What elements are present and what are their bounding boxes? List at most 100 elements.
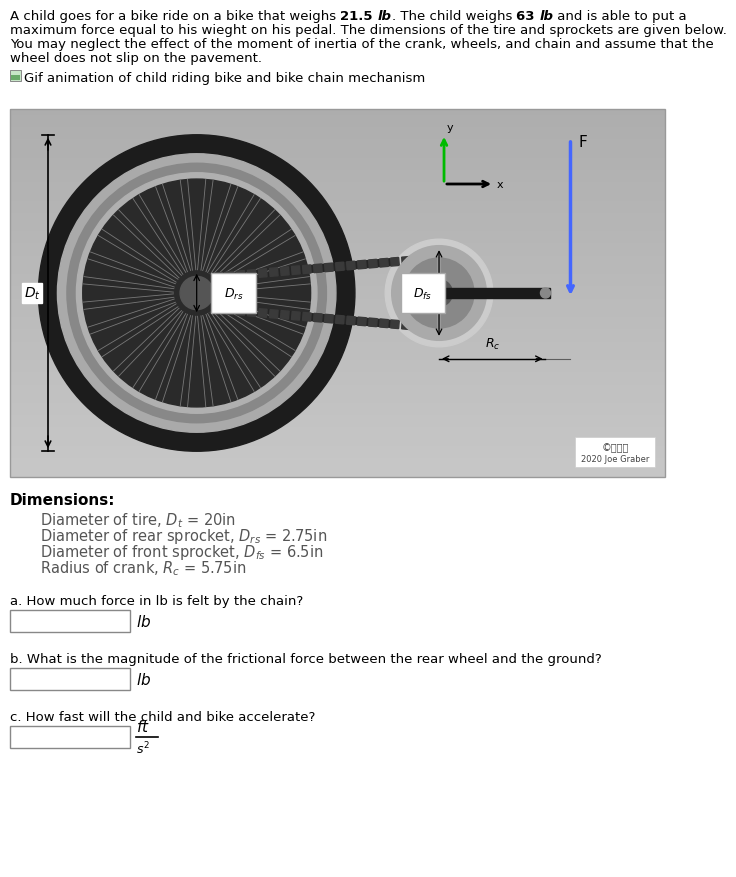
- Bar: [424, 324, 432, 332]
- Bar: [10, 171, 665, 177]
- Bar: [10, 453, 665, 459]
- Bar: [10, 428, 665, 435]
- Text: $s^2$: $s^2$: [136, 740, 149, 757]
- Text: ©ⓒⓢⓐ: ©ⓒⓢⓐ: [601, 443, 629, 453]
- Bar: [391, 258, 400, 267]
- Bar: [10, 225, 665, 232]
- Text: . The child weighs: . The child weighs: [392, 10, 516, 23]
- Bar: [10, 403, 665, 410]
- Text: You may neglect the effect of the moment of inertia of the crank, wheels, and ch: You may neglect the effect of the moment…: [10, 38, 714, 51]
- Circle shape: [38, 136, 355, 452]
- Text: $lb$: $lb$: [136, 671, 151, 688]
- Bar: [10, 422, 665, 429]
- Bar: [10, 134, 665, 140]
- Bar: [10, 268, 665, 275]
- Bar: [325, 315, 333, 324]
- Bar: [10, 317, 665, 324]
- Bar: [10, 110, 665, 477]
- Bar: [347, 262, 355, 270]
- Bar: [10, 465, 665, 471]
- Bar: [10, 196, 665, 202]
- Bar: [10, 128, 665, 134]
- Text: 21.5: 21.5: [340, 10, 378, 23]
- Bar: [10, 71, 21, 82]
- Text: lb: lb: [539, 10, 553, 23]
- Bar: [10, 373, 665, 380]
- Bar: [10, 256, 665, 263]
- Text: $D_t$: $D_t$: [24, 286, 40, 302]
- Circle shape: [385, 240, 493, 347]
- Bar: [10, 159, 665, 165]
- Circle shape: [392, 246, 486, 341]
- Text: x: x: [497, 180, 503, 189]
- Text: A child goes for a bike ride on a bike that weighs: A child goes for a bike ride on a bike t…: [10, 10, 340, 23]
- Text: 63: 63: [516, 10, 539, 23]
- Bar: [10, 336, 665, 343]
- Text: Diameter of tire, $\mathit{D_t}$ = 20in: Diameter of tire, $\mathit{D_t}$ = 20in: [40, 510, 236, 529]
- Text: a. How much force in lb is felt by the chain?: a. How much force in lb is felt by the c…: [10, 595, 303, 607]
- Bar: [258, 269, 267, 278]
- Bar: [10, 238, 665, 245]
- Text: Diameter of front sprocket, $\mathit{D_{fs}}$ = 6.5in: Diameter of front sprocket, $\mathit{D_{…: [40, 542, 324, 561]
- Bar: [225, 307, 234, 315]
- Bar: [192, 275, 201, 283]
- Bar: [10, 232, 665, 239]
- Bar: [10, 330, 665, 337]
- Bar: [369, 318, 378, 327]
- Circle shape: [67, 164, 327, 424]
- Bar: [10, 471, 665, 477]
- Bar: [236, 271, 245, 280]
- Bar: [10, 367, 665, 374]
- Bar: [10, 287, 665, 294]
- Bar: [10, 726, 130, 748]
- Bar: [10, 385, 665, 392]
- Text: Radius of crank, $\mathit{R_c}$ = 5.75in: Radius of crank, $\mathit{R_c}$ = 5.75in: [40, 559, 247, 577]
- Bar: [336, 316, 344, 324]
- Text: F: F: [578, 135, 587, 150]
- Text: Diameter of rear sprocket, $\mathit{D_{rs}}$ = 2.75in: Diameter of rear sprocket, $\mathit{D_{r…: [40, 526, 327, 545]
- Text: c. How fast will the child and bike accelerate?: c. How fast will the child and bike acce…: [10, 710, 315, 724]
- Bar: [10, 668, 130, 690]
- Bar: [369, 260, 378, 268]
- Bar: [11, 76, 20, 81]
- Circle shape: [57, 154, 336, 432]
- Bar: [380, 319, 389, 328]
- Bar: [10, 207, 665, 214]
- Bar: [413, 256, 421, 265]
- Bar: [10, 153, 665, 159]
- Bar: [10, 189, 665, 196]
- Bar: [10, 410, 665, 417]
- Bar: [291, 312, 300, 321]
- Text: lb: lb: [378, 10, 392, 23]
- Bar: [10, 201, 665, 208]
- Bar: [280, 311, 289, 320]
- Bar: [269, 268, 278, 277]
- Bar: [10, 379, 665, 386]
- Bar: [10, 446, 665, 453]
- Text: 2020 Joe Graber: 2020 Joe Graber: [581, 455, 649, 464]
- Text: b. What is the magnitude of the frictional force between the rear wheel and the : b. What is the magnitude of the friction…: [10, 652, 602, 666]
- Bar: [10, 140, 665, 146]
- Bar: [10, 116, 665, 122]
- Text: and is able to put a: and is able to put a: [553, 10, 687, 23]
- Bar: [10, 122, 665, 128]
- Circle shape: [77, 174, 317, 414]
- Text: $D_{rs}$: $D_{rs}$: [224, 286, 244, 301]
- Bar: [358, 261, 367, 269]
- Bar: [10, 305, 665, 312]
- Bar: [314, 265, 322, 274]
- Bar: [10, 183, 665, 189]
- Circle shape: [174, 272, 219, 316]
- Bar: [10, 275, 665, 282]
- Text: maximum force equal to his wieght on his pedal. The dimensions of the tire and s: maximum force equal to his wieght on his…: [10, 24, 727, 37]
- Bar: [10, 342, 665, 349]
- Bar: [10, 360, 665, 367]
- Bar: [358, 317, 367, 326]
- Text: Dimensions:: Dimensions:: [10, 493, 116, 508]
- Bar: [380, 259, 389, 267]
- Bar: [10, 311, 665, 318]
- Bar: [269, 310, 278, 319]
- Bar: [10, 397, 665, 404]
- Circle shape: [540, 289, 551, 299]
- Bar: [10, 354, 665, 361]
